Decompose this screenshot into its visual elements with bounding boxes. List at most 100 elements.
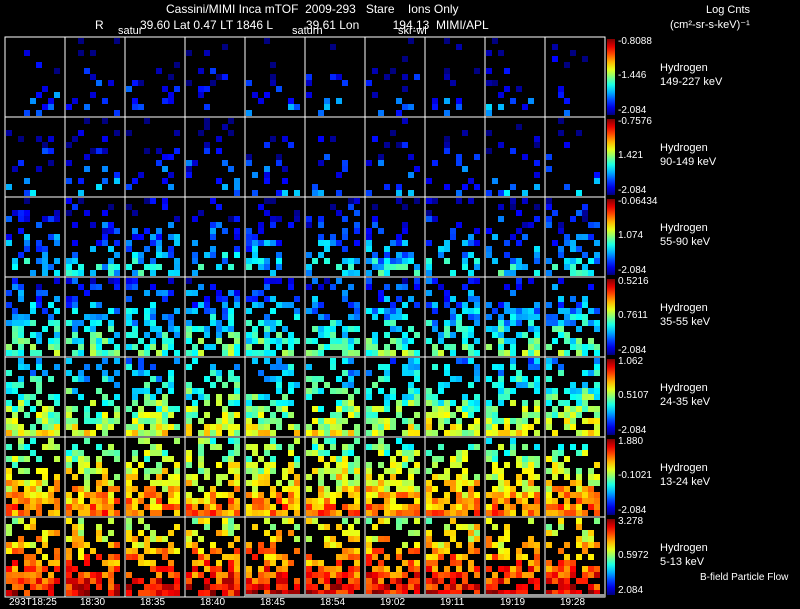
heatmap-cell	[228, 584, 234, 590]
heatmap-cell	[258, 412, 264, 418]
heatmap-cell	[54, 510, 60, 516]
heatmap-cell	[396, 584, 402, 590]
heatmap-cell	[318, 424, 324, 430]
heatmap-cell	[282, 190, 288, 196]
heatmap-cell	[18, 438, 24, 444]
heatmap-cell	[132, 536, 138, 542]
heatmap-cell	[18, 332, 24, 338]
heatmap-cell	[126, 590, 132, 596]
heatmap-cell	[546, 376, 552, 382]
heatmap-cell	[450, 400, 456, 406]
heatmap-cell	[276, 86, 282, 92]
heatmap-cell	[192, 252, 198, 258]
heatmap-cell	[90, 50, 96, 56]
heatmap-cell	[270, 326, 276, 332]
heatmap-cell	[264, 450, 270, 456]
heatmap-cell	[492, 554, 498, 560]
heatmap-cell	[288, 504, 294, 510]
heatmap-cell	[456, 498, 462, 504]
heatmap-cell	[270, 338, 276, 344]
heatmap-cell	[96, 302, 102, 308]
heatmap-cell	[414, 572, 420, 578]
heatmap-cell	[336, 406, 342, 412]
heatmap-cell	[348, 572, 354, 578]
heatmap-cell	[90, 344, 96, 350]
heatmap-cell	[504, 418, 510, 424]
heatmap-cell	[24, 216, 30, 222]
heatmap-cell	[270, 444, 276, 450]
heatmap-cell	[324, 504, 330, 510]
heatmap-cell	[450, 486, 456, 492]
heatmap-cell	[18, 364, 24, 370]
heatmap-cell	[414, 264, 420, 270]
heatmap-cell	[510, 430, 516, 436]
heatmap-cell	[24, 198, 30, 204]
heatmap-cell	[150, 566, 156, 572]
heatmap-cell	[444, 98, 450, 104]
heatmap-cell	[270, 542, 276, 548]
heatmap-cell	[408, 388, 414, 394]
heatmap-cell	[222, 424, 228, 430]
heatmap-cell	[228, 332, 234, 338]
heatmap-cell	[432, 542, 438, 548]
heatmap-cell	[438, 444, 444, 450]
heatmap-cell	[228, 504, 234, 510]
heatmap-cell	[384, 350, 390, 356]
heatmap-cell	[594, 326, 600, 332]
heatmap-cell	[324, 492, 330, 498]
colorbar-label: -0.8088	[618, 36, 652, 47]
heatmap-cell	[450, 536, 456, 542]
heatmap-cell	[366, 498, 372, 504]
heatmap-cell	[36, 350, 42, 356]
heatmap-cell	[24, 314, 30, 320]
heatmap-cell	[306, 284, 312, 290]
heatmap-cell	[144, 394, 150, 400]
heatmap-cell	[546, 424, 552, 430]
heatmap-cell	[186, 462, 192, 468]
heatmap-cell	[126, 284, 132, 290]
heatmap-cell	[18, 358, 24, 364]
colorbar-label: -1.446	[618, 70, 647, 81]
heatmap-cell	[168, 92, 174, 98]
heatmap-cell	[588, 394, 594, 400]
heatmap-cell	[378, 430, 384, 436]
heatmap-cell	[318, 444, 324, 450]
heatmap-cell	[414, 284, 420, 290]
heatmap-cell	[426, 264, 432, 270]
heatmap-cell	[168, 492, 174, 498]
heatmap-cell	[90, 278, 96, 284]
heatmap-cell	[138, 358, 144, 364]
heatmap-cell	[462, 510, 468, 516]
heatmap-cell	[264, 518, 270, 524]
heatmap-cell	[132, 252, 138, 258]
heatmap-cell	[228, 430, 234, 436]
heatmap-cell	[174, 234, 180, 240]
heatmap-cell	[90, 430, 96, 436]
heatmap-cell	[282, 554, 288, 560]
heatmap-cell	[432, 104, 438, 110]
heatmap-cell	[18, 578, 24, 584]
heatmap-cell	[126, 492, 132, 498]
heatmap-cell	[336, 456, 342, 462]
heatmap-cell	[198, 462, 204, 468]
heatmap-cell	[6, 590, 12, 596]
heatmap-cell	[204, 518, 210, 524]
heatmap-cell	[234, 498, 240, 504]
heatmap-cell	[42, 406, 48, 412]
heatmap-cell	[162, 86, 168, 92]
heatmap-cell	[528, 222, 534, 228]
heatmap-cell	[54, 92, 60, 98]
heatmap-cell	[324, 572, 330, 578]
heatmap-cell	[90, 418, 96, 424]
heatmap-cell	[330, 492, 336, 498]
heatmap-cell	[18, 542, 24, 548]
heatmap-cell	[114, 240, 120, 246]
frame-border	[124, 116, 186, 198]
heatmap-cell	[366, 504, 372, 510]
heatmap-cell	[534, 510, 540, 516]
heatmap-cell	[234, 560, 240, 566]
heatmap-cell	[504, 590, 510, 596]
heatmap-cell	[132, 548, 138, 554]
heatmap-cell	[486, 302, 492, 308]
heatmap-cell	[522, 400, 528, 406]
